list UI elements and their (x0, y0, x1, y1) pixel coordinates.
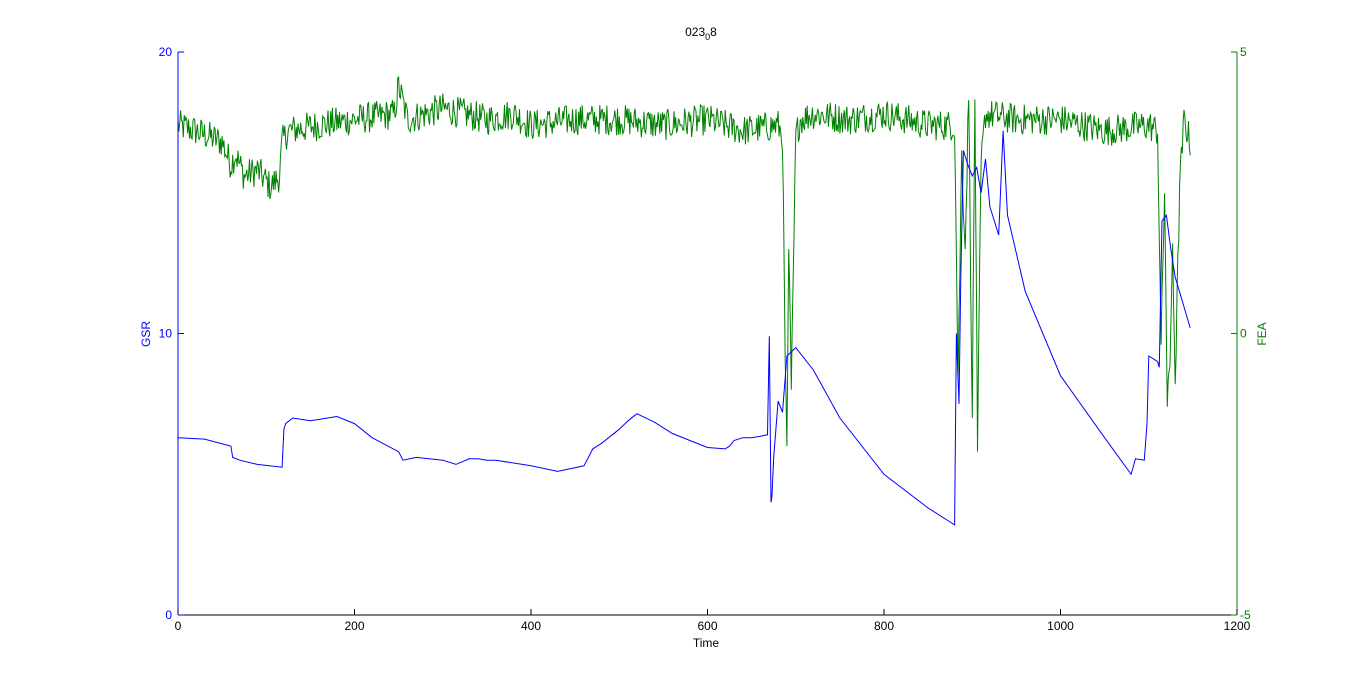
left-y-tick-label-10: 10 (159, 327, 173, 341)
chart-title: 02308 (685, 25, 717, 42)
x-tick-label-0: 0 (175, 619, 182, 633)
plot-area (178, 52, 1237, 615)
x-tick-label-400: 400 (521, 619, 541, 633)
x-tick-label-800: 800 (874, 619, 894, 633)
chart-title-subscript: 0 (705, 32, 710, 42)
x-tick-label-200: 200 (344, 619, 364, 633)
right-y-tick-label-5: 5 (1240, 45, 1247, 59)
left-y-axis-label: GSR (139, 321, 153, 347)
left-y-tick-label-20: 20 (159, 45, 173, 59)
series-layer (177, 76, 1191, 526)
left-y-tick-label-0: 0 (165, 608, 172, 622)
right-y-tick-label-0: 0 (1240, 327, 1247, 341)
right-y-axis-label: FEA (1255, 322, 1269, 345)
x-tick-label-1200: 1200 (1224, 619, 1251, 633)
x-axis-label: Time (693, 636, 720, 650)
right-y-tick-label--5: -5 (1240, 608, 1251, 622)
x-tick-label-1000: 1000 (1047, 619, 1074, 633)
chart-title-main: 023 (685, 25, 705, 39)
series-line-gsr (177, 130, 1191, 526)
series-line-fea (177, 76, 1191, 452)
chart-title-suffix: 8 (710, 25, 717, 39)
x-tick-label-600: 600 (697, 619, 717, 633)
tick-layer: 0 200 400 600 800 1000 1200 0 10 20 -5 0 5 (159, 45, 1251, 633)
